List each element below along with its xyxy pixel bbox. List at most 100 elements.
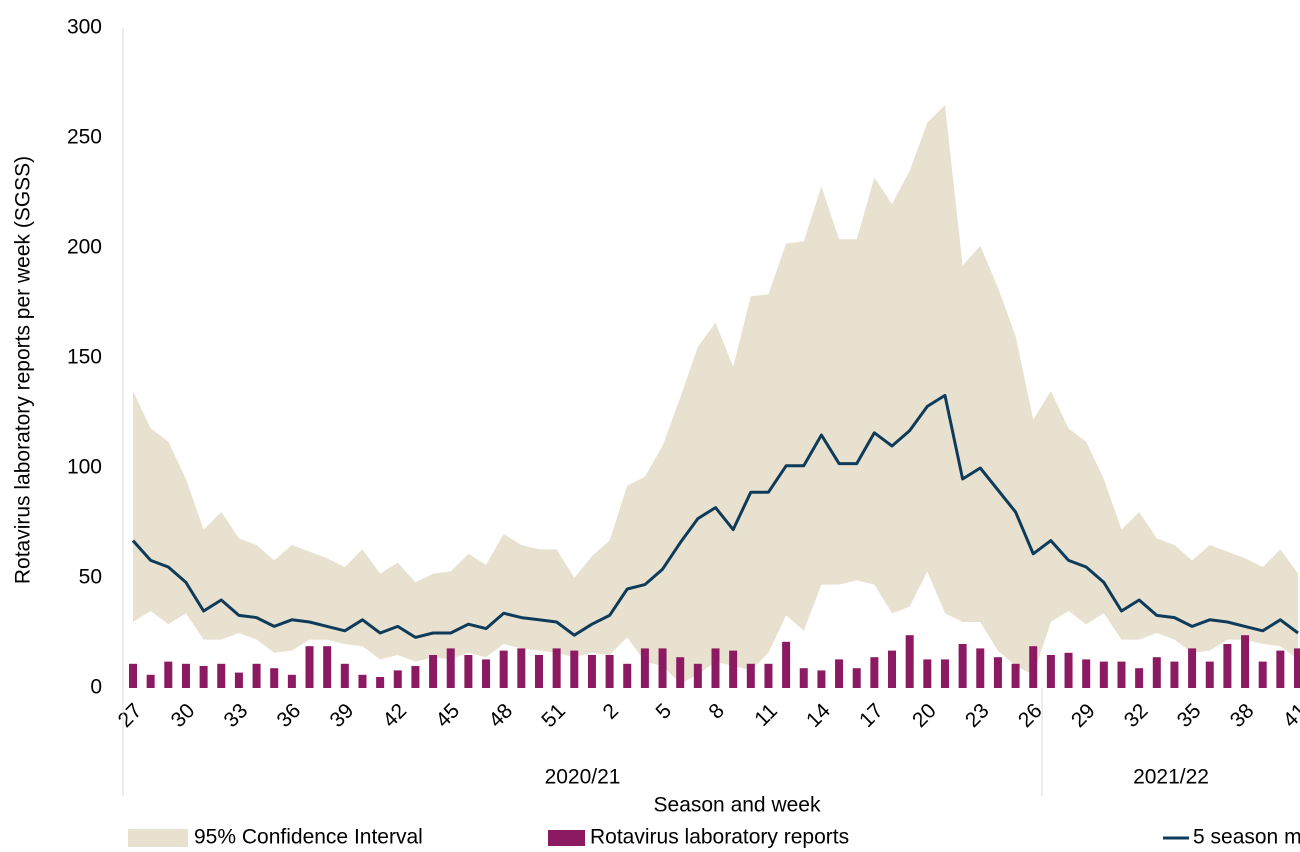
bar: [746, 663, 755, 688]
mean-line: [131, 393, 1299, 639]
bar: [411, 666, 420, 688]
season-label: 2020/21: [545, 766, 621, 789]
bar: [817, 670, 826, 688]
bar: [1188, 648, 1197, 688]
bar: [340, 663, 349, 688]
bar: [711, 648, 720, 688]
y-tick-label: 50: [79, 566, 102, 589]
y-tick-label: 300: [67, 16, 102, 39]
legend-swatch: [548, 830, 585, 846]
bar: [499, 650, 508, 688]
bar: [181, 663, 190, 688]
y-tick-label: 150: [67, 346, 102, 369]
bar: [940, 659, 949, 688]
bar: [146, 674, 155, 688]
bar: [482, 659, 491, 688]
bar: [1276, 650, 1285, 688]
x-tick-label: 14: [802, 699, 835, 732]
x-tick-label: 32: [1120, 699, 1153, 732]
x-tick-label: 29: [1067, 699, 1100, 732]
bar: [923, 659, 932, 688]
x-tick-label: 5: [651, 699, 676, 724]
bar: [234, 672, 243, 688]
x-tick-label: 8: [704, 699, 729, 724]
bar: [1135, 668, 1144, 688]
bar: [640, 648, 649, 688]
legend-label: 95% Confidence Interval: [194, 826, 423, 849]
bar: [1258, 661, 1267, 688]
bar: [623, 663, 632, 688]
bar: [1064, 652, 1073, 688]
x-tick-label: 39: [325, 699, 358, 732]
bar: [1117, 661, 1126, 688]
bar: [958, 644, 967, 688]
bar: [782, 641, 791, 688]
legend-swatch: [128, 829, 188, 847]
y-tick-label: 250: [67, 126, 102, 149]
bar: [534, 655, 543, 688]
bar: [1099, 661, 1108, 688]
bar: [570, 650, 579, 688]
x-tick-label: 42: [378, 699, 411, 732]
x-tick-label: 30: [167, 699, 200, 732]
x-axis-title: Season and week: [654, 794, 821, 817]
bar: [305, 646, 314, 688]
bar: [658, 648, 667, 688]
x-tick-label: 51: [537, 699, 570, 732]
bar: [605, 655, 614, 688]
bar: [164, 661, 173, 688]
confidence-band: [133, 105, 1298, 684]
bar: [217, 663, 226, 688]
bar: [888, 650, 897, 688]
bar: [358, 674, 367, 688]
bar: [729, 650, 738, 688]
x-tick-label: 27: [114, 699, 147, 732]
x-tick-label: 35: [1173, 699, 1206, 732]
bar: [676, 657, 685, 688]
bar: [252, 663, 261, 688]
bar: [976, 648, 985, 688]
x-tick-label: 2: [599, 699, 624, 724]
x-tick-label: 38: [1226, 699, 1259, 732]
bar: [287, 674, 296, 688]
x-tick-label: 20: [908, 699, 941, 732]
x-tick-label: 36: [273, 699, 306, 732]
bar: [1011, 663, 1020, 688]
y-axis-title: Rotavirus laboratory reports per week (S…: [12, 156, 35, 584]
bar: [1223, 644, 1232, 688]
bar: [1205, 661, 1214, 688]
x-tick-label: 17: [855, 699, 888, 732]
bar: [1082, 659, 1091, 688]
bar: [835, 659, 844, 688]
y-tick-label: 100: [67, 456, 102, 479]
bar: [464, 655, 473, 688]
bar: [270, 668, 279, 688]
legend-label: Rotavirus laboratory reports: [590, 826, 849, 849]
bar: [870, 657, 879, 688]
x-tick-label: 33: [220, 699, 253, 732]
bar: [446, 648, 455, 688]
bar: [1046, 655, 1055, 688]
bar: [323, 646, 332, 688]
bar: [1029, 646, 1038, 688]
bar: [993, 657, 1002, 688]
bar: [1294, 648, 1300, 688]
x-tick-label: 48: [484, 699, 517, 732]
bar: [1152, 657, 1161, 688]
bar: [393, 670, 402, 688]
legend-label: 5 season mean: [1193, 826, 1300, 849]
bar: [852, 668, 861, 688]
y-tick-label: 200: [67, 236, 102, 259]
x-tick-label: 11: [750, 699, 782, 731]
x-tick-label: 23: [961, 699, 994, 732]
bar: [517, 648, 526, 688]
bar: [1170, 661, 1179, 688]
bar: [764, 663, 773, 688]
bar: [587, 655, 596, 688]
bar: [552, 648, 561, 688]
x-tick-label: 45: [431, 699, 464, 732]
bar: [429, 655, 438, 688]
y-tick-label: 0: [90, 676, 102, 699]
bar: [905, 635, 914, 688]
